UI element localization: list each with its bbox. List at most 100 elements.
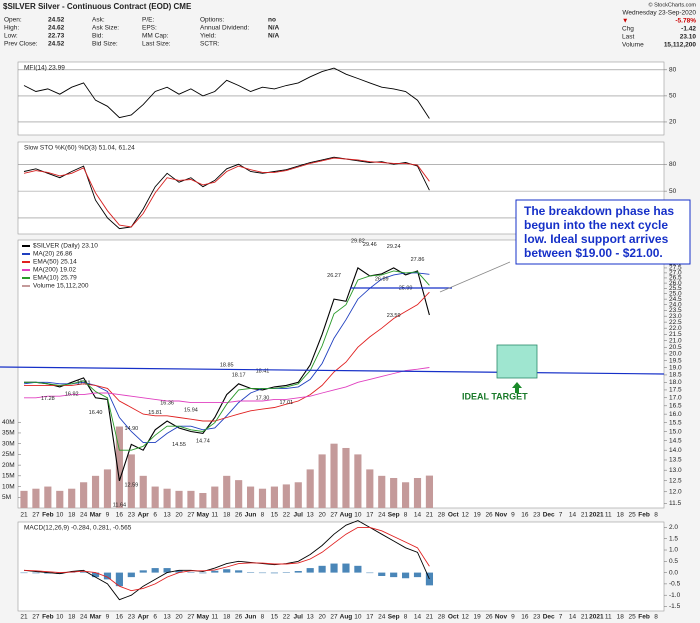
y-tick-label: 22.5 <box>669 319 682 326</box>
stat-value: 15,112,200 <box>664 42 697 49</box>
volume-bar <box>235 480 243 508</box>
support-line <box>0 366 665 375</box>
legend-label: MA(200) 19.02 <box>33 267 76 274</box>
volume-bar <box>20 490 28 508</box>
x-tick-label: 12 <box>462 512 470 519</box>
y-tick-label: 19.0 <box>669 364 682 371</box>
x-tick-label: 18 <box>617 512 625 519</box>
volume-bar <box>199 492 207 508</box>
series-line <box>24 270 430 451</box>
y-tick-label: 12.0 <box>669 488 682 495</box>
x-tick-label: 27 <box>32 512 40 519</box>
stat-label: Last <box>622 34 634 41</box>
y-tick-label: 0.0 <box>669 569 678 576</box>
series-line <box>23 272 430 444</box>
x-tick-label: 10 <box>56 512 64 519</box>
x-tick-label: 15 <box>271 614 279 621</box>
x-tick-label: 24 <box>80 512 88 519</box>
x-tick-label: 27 <box>330 512 338 519</box>
header-label: Ask Size: <box>92 25 119 32</box>
x-tick-label: 27 <box>187 614 195 621</box>
target-label: IDEAL TARGET <box>462 391 528 401</box>
y-tick-label: 2.0 <box>669 524 678 531</box>
header-value: 24.62 <box>48 25 65 32</box>
histogram-bar <box>175 570 183 573</box>
x-tick-label: Apr <box>138 614 150 621</box>
histogram-bar <box>294 571 302 573</box>
y-tick-label: 80 <box>669 161 677 168</box>
x-tick-label: 23 <box>533 614 541 621</box>
x-tick-label: Jun <box>245 512 257 519</box>
volume-bar <box>56 490 64 508</box>
x-tick-label: Feb <box>42 614 54 621</box>
price-label: 26.89 <box>375 276 389 282</box>
panel <box>17 521 665 612</box>
x-tick-label: 8 <box>261 614 265 621</box>
date: Wednesday 23-Sep-2020 <box>622 10 696 17</box>
x-tick-label: 21 <box>20 614 28 621</box>
x-tick-label: Aug <box>340 614 353 621</box>
volume-bar <box>282 484 290 508</box>
y-tick-label: 15.5 <box>669 419 682 426</box>
price-label: 29.82 <box>351 239 365 245</box>
x-tick-label: Aug <box>340 512 353 519</box>
x-tick-label: 11 <box>211 512 218 519</box>
x-tick-label: 8 <box>654 512 658 519</box>
y2-tick-label: 20M <box>2 462 15 469</box>
y-tick-label: 25.0 <box>669 290 682 297</box>
y2-tick-label: 30M <box>2 440 15 447</box>
x-tick-label: 19 <box>474 614 482 621</box>
histogram-bar <box>318 565 326 573</box>
x-tick-label: 26 <box>235 614 243 621</box>
panel-title: MFI(14) 23.99 <box>24 65 65 72</box>
header-label: Last Size: <box>142 41 171 48</box>
price-label: 14.74 <box>196 439 210 445</box>
x-tick-label: 22 <box>283 512 291 519</box>
x-tick-label: 18 <box>68 614 76 621</box>
x-tick-label: Oct <box>448 512 460 519</box>
y-tick-label: 24.0 <box>669 301 682 308</box>
series-line <box>23 526 430 592</box>
x-tick-label: 25 <box>629 512 637 519</box>
x-tick-label: 22 <box>283 614 291 621</box>
volume-bar <box>413 477 422 508</box>
y-tick-label: 21.5 <box>669 331 682 338</box>
price-label: 26.27 <box>327 273 341 279</box>
header-label: EPS: <box>142 25 157 32</box>
price-label: 17.61 <box>77 381 91 387</box>
stat-label: Volume <box>622 42 644 49</box>
x-tick-label: 20 <box>318 512 326 519</box>
stat-value: 23.10 <box>680 34 697 41</box>
volume-bar <box>342 447 350 508</box>
volume-bar <box>32 488 40 508</box>
x-tick-label: 8 <box>261 512 265 519</box>
x-tick-label: 14 <box>414 614 422 621</box>
histogram-bar <box>413 572 422 578</box>
volume-bar <box>318 454 326 508</box>
x-tick-label: Feb <box>638 614 650 621</box>
x-tick-label: 13 <box>307 614 315 621</box>
legend-label: MA(20) 26.86 <box>33 251 73 258</box>
x-tick-label: 10 <box>56 614 64 621</box>
x-tick-label: 13 <box>307 512 315 519</box>
histogram-bar <box>354 565 362 573</box>
header-label: High: <box>4 25 19 32</box>
price-label: 18.17 <box>232 372 246 378</box>
x-tick-label: Jul <box>294 614 304 621</box>
x-tick-label: Dec <box>543 512 555 519</box>
x-tick-label: 7 <box>559 512 563 519</box>
y-tick-label: 26.0 <box>669 280 682 287</box>
y-tick-label: 21.0 <box>669 337 682 344</box>
histogram-bar <box>235 570 243 573</box>
price-label: 15.94 <box>184 408 198 414</box>
histogram-bar <box>330 563 338 573</box>
price-label: 18.41 <box>256 369 270 375</box>
histogram-bar <box>258 572 267 574</box>
series-line <box>23 157 430 228</box>
y2-tick-label: 25M <box>2 451 15 458</box>
x-tick-label: 14 <box>569 614 577 621</box>
x-tick-label: 17 <box>366 614 374 621</box>
header-label: P/E: <box>142 17 154 24</box>
x-tick-label: 24 <box>378 512 386 519</box>
